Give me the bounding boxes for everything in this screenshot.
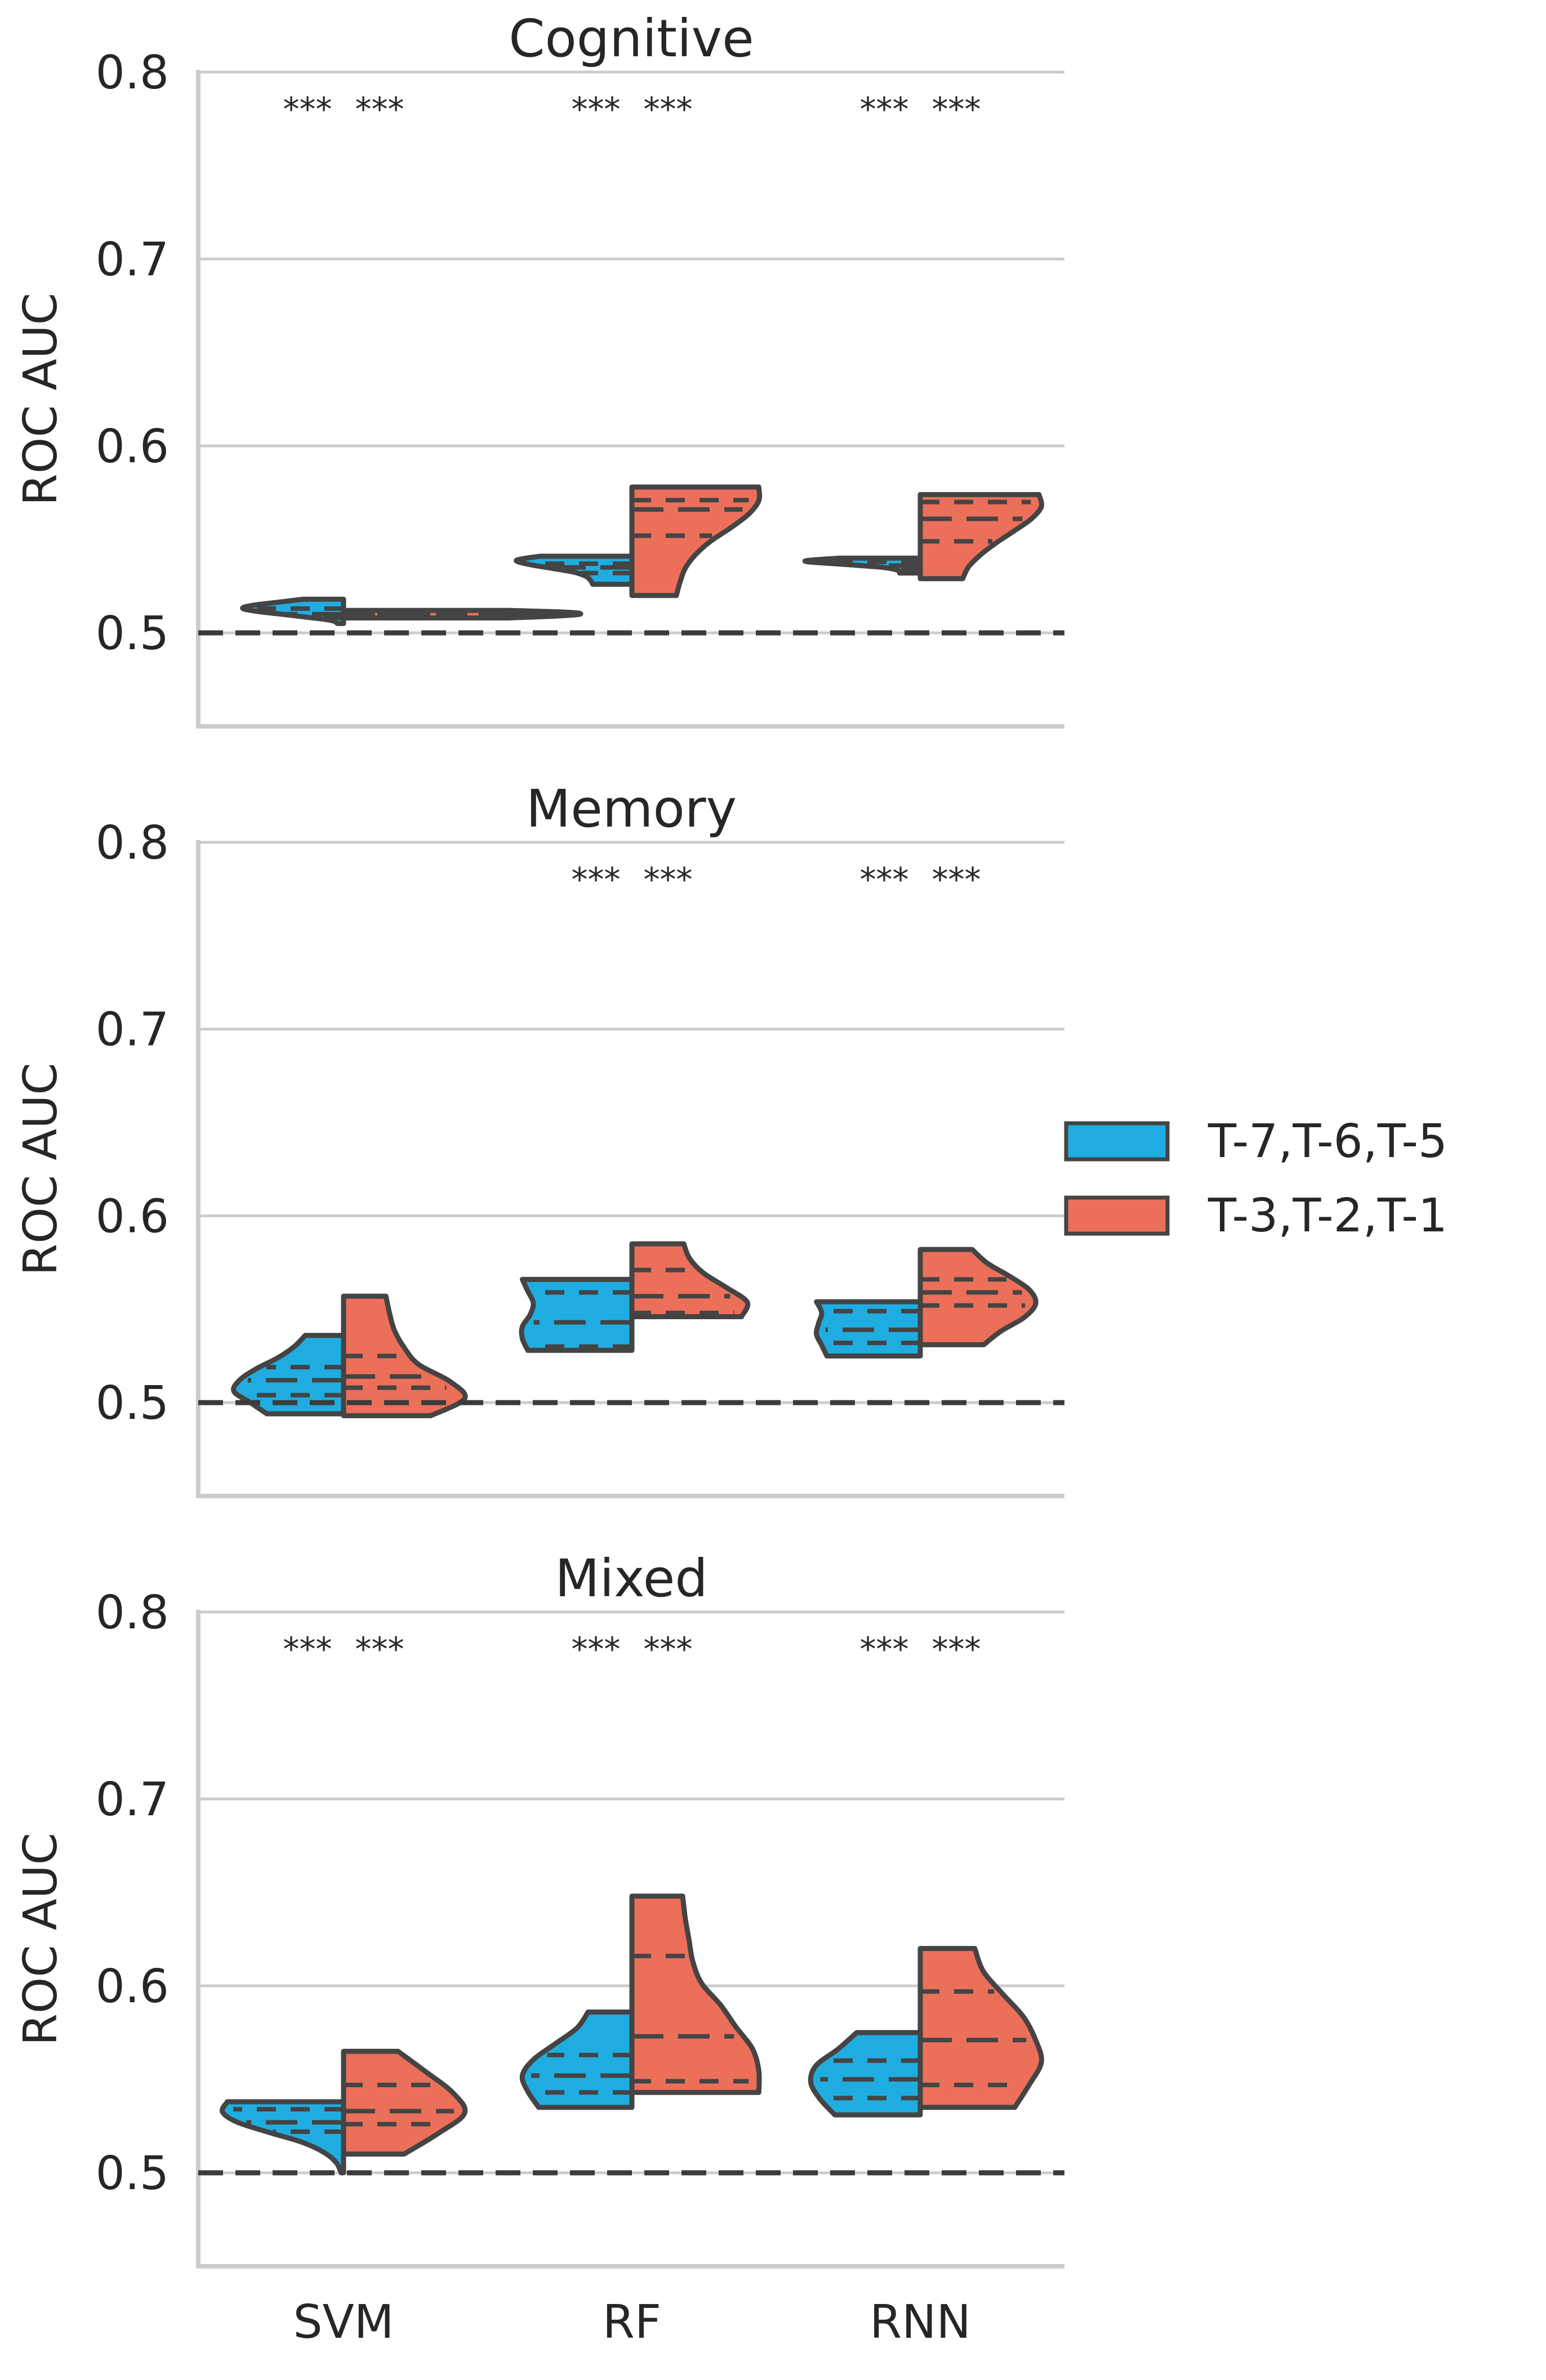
y-tick-label: 0.8 xyxy=(96,1586,169,1640)
violin-half-right xyxy=(629,484,763,599)
violin-svm xyxy=(231,1293,468,1418)
significance-stars: *** xyxy=(932,90,981,128)
violin-half-right xyxy=(917,1247,1039,1347)
significance-stars: *** xyxy=(932,860,981,899)
violin-half-left xyxy=(220,2099,346,2176)
panel-title: Cognitive xyxy=(509,8,754,69)
violin-half-right xyxy=(341,1293,468,1418)
y-tick-label: 0.5 xyxy=(96,2147,169,2200)
significance-stars: *** xyxy=(932,1630,981,1668)
violin-half-right xyxy=(341,2048,468,2157)
significance-stars: *** xyxy=(572,860,621,899)
y-tick-label: 0.6 xyxy=(96,1960,169,2013)
violin-rnn: *** *** xyxy=(802,90,1044,582)
y-tick-label: 0.8 xyxy=(96,816,169,870)
y-tick-label: 0.7 xyxy=(96,1003,169,1057)
violin-svm: *** *** xyxy=(240,90,583,626)
panel-title: Memory xyxy=(526,779,737,839)
significance-stars: *** xyxy=(572,1630,621,1668)
y-tick-label: 0.7 xyxy=(96,233,169,287)
violin-half-left xyxy=(519,2009,635,2110)
legend-label: T-3,T-2,T-1 xyxy=(1208,1189,1447,1243)
violin-half-right xyxy=(629,1241,751,1320)
significance-stars: *** xyxy=(355,90,404,128)
violin-half-right xyxy=(917,1946,1044,2110)
y-tick-label: 0.6 xyxy=(96,420,169,474)
x-tick-labels: SVM RF RNN xyxy=(293,2296,971,2349)
violin-half-right xyxy=(629,1894,762,2095)
y-tick-label: 0.7 xyxy=(96,1773,169,1827)
panel-memory: 0.5 0.6 0.7 0.8 Memory ROC AUC *** *** *** *** xyxy=(14,779,1064,1498)
violin-rnn: *** *** xyxy=(808,1630,1044,2118)
violin-rnn: *** *** xyxy=(814,860,1039,1359)
legend-swatch xyxy=(1064,1121,1170,1162)
significance-stars: *** xyxy=(644,1630,693,1668)
violin-rf: *** *** xyxy=(519,1630,762,2110)
violin-half-left xyxy=(808,2030,923,2118)
y-axis-label: ROC AUC xyxy=(14,293,68,506)
violin-rf: *** *** xyxy=(519,860,751,1353)
violin-svm: *** *** xyxy=(220,1630,468,2176)
y-tick-label: 0.6 xyxy=(96,1190,169,1243)
violin-rf: *** *** xyxy=(514,90,763,599)
y-tick-label: 0.8 xyxy=(96,46,169,100)
significance-stars: *** xyxy=(283,90,332,128)
significance-stars: *** xyxy=(572,90,621,128)
y-axis-label: ROC AUC xyxy=(14,1062,68,1275)
y-axis-label: ROC AUC xyxy=(14,1833,68,2046)
x-tick-label: SVM xyxy=(293,2296,394,2349)
significance-stars: *** xyxy=(860,90,909,128)
panel-title: Mixed xyxy=(555,1548,708,1609)
legend-swatch xyxy=(1064,1195,1170,1236)
x-tick-label: RNN xyxy=(870,2296,971,2349)
y-tick-label: 0.5 xyxy=(96,607,169,660)
violin-half-left xyxy=(519,1276,635,1353)
significance-stars: *** xyxy=(283,1630,332,1668)
significance-stars: *** xyxy=(860,1630,909,1668)
legend-label: T-7,T-6,T-5 xyxy=(1208,1115,1447,1168)
violin-half-right xyxy=(917,492,1044,582)
violin-half-left xyxy=(514,553,635,587)
significance-stars: *** xyxy=(860,860,909,899)
significance-stars: *** xyxy=(644,860,693,899)
significance-stars: *** xyxy=(355,1630,404,1668)
x-tick-label: RF xyxy=(603,2296,661,2349)
y-tick-label: 0.5 xyxy=(96,1377,169,1430)
legend: T-7,T-6,T-5 T-3,T-2,T-1 xyxy=(1064,1115,1447,1243)
significance-stars: *** xyxy=(644,90,693,128)
